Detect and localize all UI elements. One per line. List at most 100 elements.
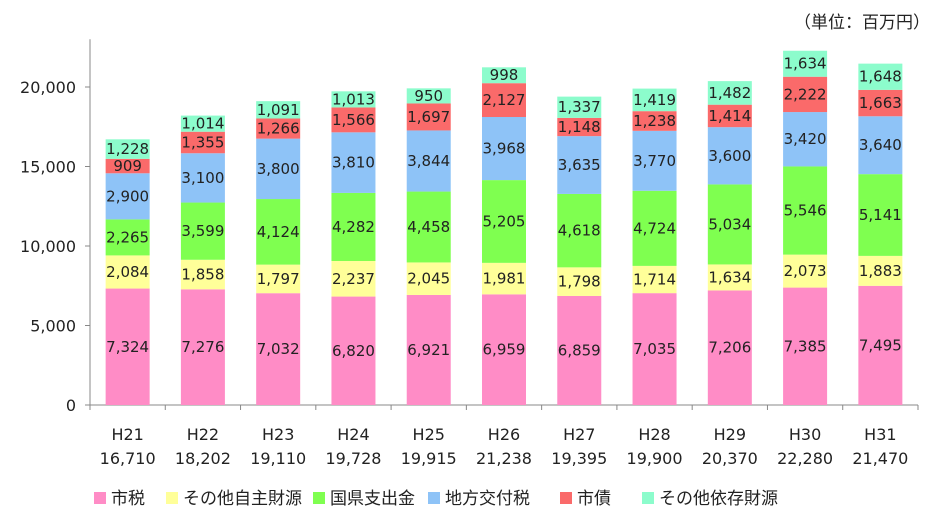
x-tick-label: H31 [864,425,896,444]
data-label: 7,385 [784,337,827,355]
data-label: 2,073 [784,262,827,280]
data-label: 2,084 [106,263,149,281]
data-label: 950 [414,87,443,105]
legend-entry: 地方交付税 [445,489,530,509]
bar-segment [105,173,150,220]
y-tick-label: 20,000 [20,78,76,97]
x-tick-label: H22 [187,425,219,444]
x-tick-label: H23 [262,425,294,444]
bar-segment [105,158,150,174]
legend-swatch [428,492,440,504]
data-label: 4,282 [332,218,375,236]
bar-segment [105,219,150,256]
bar-segment [632,190,677,266]
data-label: 1,634 [708,268,751,286]
bar-segment [783,166,828,255]
y-tick-label: 5,000 [30,317,76,336]
bar-segment [783,254,828,288]
data-label: 3,770 [633,152,676,170]
bar-segment [557,117,602,137]
total-label: 19,110 [250,449,306,468]
data-label: 1,266 [257,120,300,138]
total-label: 18,202 [175,449,231,468]
legend-entry: その他依存財源 [659,489,778,509]
data-label: 6,959 [483,341,526,359]
data-label: 3,844 [407,152,450,170]
data-label: 5,546 [784,202,827,220]
data-label: 6,859 [558,341,601,359]
bar-segment [331,107,376,133]
data-label: 2,127 [483,91,526,109]
bar-segment [632,111,677,131]
bar-segment [632,88,677,112]
data-label: 7,206 [708,339,751,357]
bar-segment [105,288,150,405]
bar-segment [406,191,451,263]
bar-segment [180,115,225,132]
bar-segment [256,101,301,119]
data-label: 3,600 [708,147,751,165]
data-label: 5,205 [483,212,526,230]
x-tick-label: H26 [488,425,520,444]
unit-note: （単位：百万円） [794,13,930,33]
bar-segment [557,193,602,268]
legend-entry: その他自主財源 [183,489,302,509]
data-label: 7,495 [859,336,902,354]
x-tick-label: H27 [563,425,595,444]
bar-segment [632,265,677,294]
legend-swatch [560,492,572,504]
bar-segment [180,259,225,290]
data-label: 1,566 [332,111,375,129]
x-tick-label: H30 [789,425,821,444]
bar-segment [406,262,451,295]
legend-swatch [94,492,106,504]
bar-segment [180,289,225,405]
data-label: 2,265 [106,228,149,246]
legend: 市税 その他自主財源 国県支出金 地方交付税 市債 その他依存財源 [94,489,778,509]
bar-segment [858,255,903,286]
y-tick-label: 0 [66,396,76,415]
data-label: 1,714 [633,271,676,289]
total-label: 19,395 [551,449,607,468]
bar-segment [105,139,150,159]
bar-segment [557,136,602,194]
data-label: 1,419 [633,91,676,109]
data-label: 4,458 [407,218,450,236]
data-label: 998 [490,66,519,84]
bar-segment [331,132,376,193]
data-label: 4,724 [633,219,676,237]
x-tick-label: H24 [337,425,369,444]
bar-segment [557,295,602,405]
data-label: 3,420 [784,130,827,148]
bar-segment [331,296,376,405]
data-label: 5,034 [708,215,751,233]
data-label: 7,324 [106,338,149,356]
y-tick-label: 15,000 [20,158,76,177]
data-label: 4,124 [257,223,300,241]
x-tick-label: H28 [638,425,670,444]
legend-swatch [313,492,325,504]
bar-segment [406,88,451,104]
legend-entry: 国県支出金 [330,489,415,509]
bar-segment [256,264,301,294]
data-label: 1,798 [558,273,601,291]
data-label: 1,238 [633,112,676,130]
data-label: 1,014 [181,115,224,133]
bar-segment [331,260,376,297]
data-label: 4,618 [558,222,601,240]
data-label: 1,634 [784,55,827,73]
bar-segment [557,267,602,296]
data-label: 2,045 [407,270,450,288]
data-label: 5,141 [859,206,902,224]
data-label: 909 [113,157,142,175]
bar-segment [256,293,301,405]
data-label: 3,810 [332,154,375,172]
data-label: 7,276 [181,338,224,356]
data-label: 1,228 [106,140,149,158]
bar-segment [482,67,526,84]
bar-segment [707,127,752,185]
data-label: 1,414 [708,107,751,125]
bar-segment [858,174,903,256]
bar-segment [632,293,677,405]
